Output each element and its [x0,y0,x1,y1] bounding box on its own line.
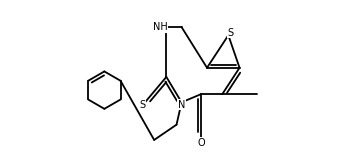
Text: N: N [178,100,185,110]
Text: O: O [197,138,205,148]
Text: NH: NH [153,22,168,32]
Text: S: S [139,100,145,110]
Text: S: S [228,28,234,38]
